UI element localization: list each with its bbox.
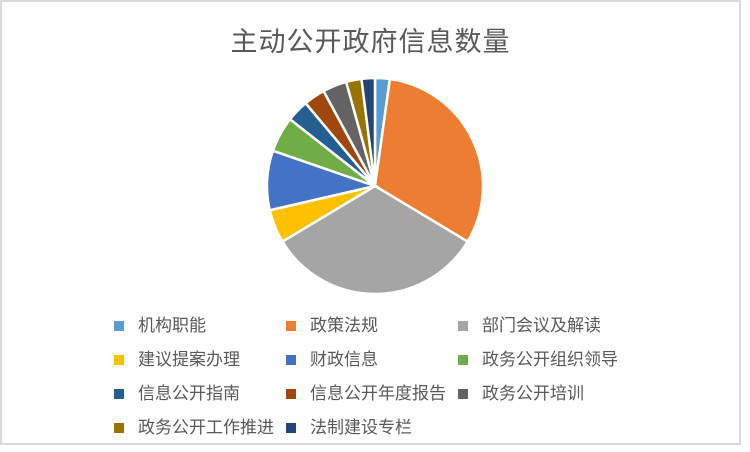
legend-label: 政务公开工作推进 bbox=[138, 418, 274, 437]
legend-label: 政务公开组织领导 bbox=[482, 350, 618, 369]
legend-item: 财政信息 bbox=[286, 343, 458, 377]
legend-label: 政务公开培训 bbox=[482, 384, 584, 403]
legend-item: 政务公开培训 bbox=[458, 377, 630, 411]
legend-swatch-icon bbox=[458, 355, 468, 365]
legend-label: 部门会议及解读 bbox=[482, 316, 601, 335]
legend-item: 法制建设专栏 bbox=[286, 411, 458, 445]
legend-swatch-icon bbox=[114, 355, 124, 365]
legend-label: 法制建设专栏 bbox=[310, 418, 412, 437]
legend-label: 政策法规 bbox=[310, 316, 378, 335]
legend-swatch-icon bbox=[114, 321, 124, 331]
chart-title: 主动公开政府信息数量 bbox=[230, 27, 511, 57]
legend-swatch-icon bbox=[114, 423, 124, 433]
legend-item: 信息公开指南 bbox=[114, 377, 286, 411]
legend-item: 建议提案办理 bbox=[114, 343, 286, 377]
legend-item: 政务公开组织领导 bbox=[458, 343, 630, 377]
legend-swatch-icon bbox=[114, 389, 124, 399]
legend-item: 政务公开工作推进 bbox=[114, 411, 286, 445]
legend-swatch-icon bbox=[286, 389, 296, 399]
legend-item: 信息公开年度报告 bbox=[286, 377, 458, 411]
legend-label: 信息公开指南 bbox=[138, 384, 240, 403]
legend-label: 信息公开年度报告 bbox=[310, 384, 446, 403]
legend-label: 财政信息 bbox=[310, 350, 378, 369]
legend-label: 建议提案办理 bbox=[138, 350, 240, 369]
legend-item: 机构职能 bbox=[114, 309, 286, 343]
legend-swatch-icon bbox=[286, 423, 296, 433]
legend-swatch-icon bbox=[286, 321, 296, 331]
legend-item: 政策法规 bbox=[286, 309, 458, 343]
pie-slice bbox=[360, 76, 377, 187]
chart-legend: 机构职能 政策法规 部门会议及解读建议提案办理 财政信息 政务公开组织领导信息公开指南 信… bbox=[114, 309, 636, 445]
legend-swatch-icon bbox=[458, 389, 468, 399]
legend-label: 机构职能 bbox=[138, 316, 206, 335]
legend-swatch-icon bbox=[458, 321, 468, 331]
legend-swatch-icon bbox=[286, 355, 296, 365]
pie-slice bbox=[280, 184, 470, 296]
legend-item: 部门会议及解读 bbox=[458, 309, 630, 343]
